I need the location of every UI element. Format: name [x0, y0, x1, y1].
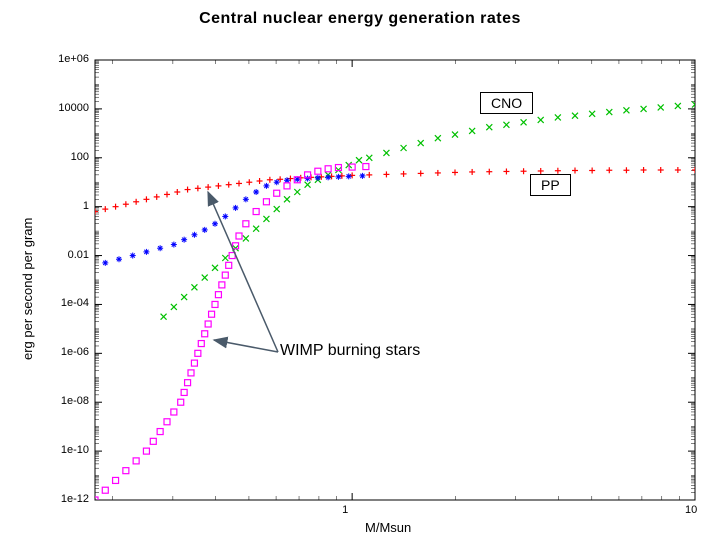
ytick-label: 1e-10 — [9, 444, 89, 456]
y-axis-label: erg per second per gram — [20, 218, 35, 360]
x-axis-label: M/Msun — [365, 520, 411, 535]
chart-svg — [0, 40, 720, 540]
ytick-label: 1e+06 — [9, 53, 89, 65]
ytick-label: 100 — [9, 151, 89, 163]
chart-title: Central nuclear energy generation rates — [0, 10, 720, 28]
label-cno: CNO — [480, 92, 533, 114]
ytick-label: 1e-12 — [9, 493, 89, 505]
xtick-label: 10 — [685, 504, 697, 516]
plot-frame — [95, 60, 695, 500]
ytick-label: 1 — [9, 200, 89, 212]
label-pp: PP — [530, 174, 571, 196]
ytick-label: 1e-08 — [9, 395, 89, 407]
plot-area: 1e+061000010010.011e-041e-061e-081e-101e… — [0, 40, 720, 540]
ytick-label: 10000 — [9, 102, 89, 114]
label-wimp: WIMP burning stars — [280, 342, 420, 360]
xtick-label: 1 — [342, 504, 348, 516]
